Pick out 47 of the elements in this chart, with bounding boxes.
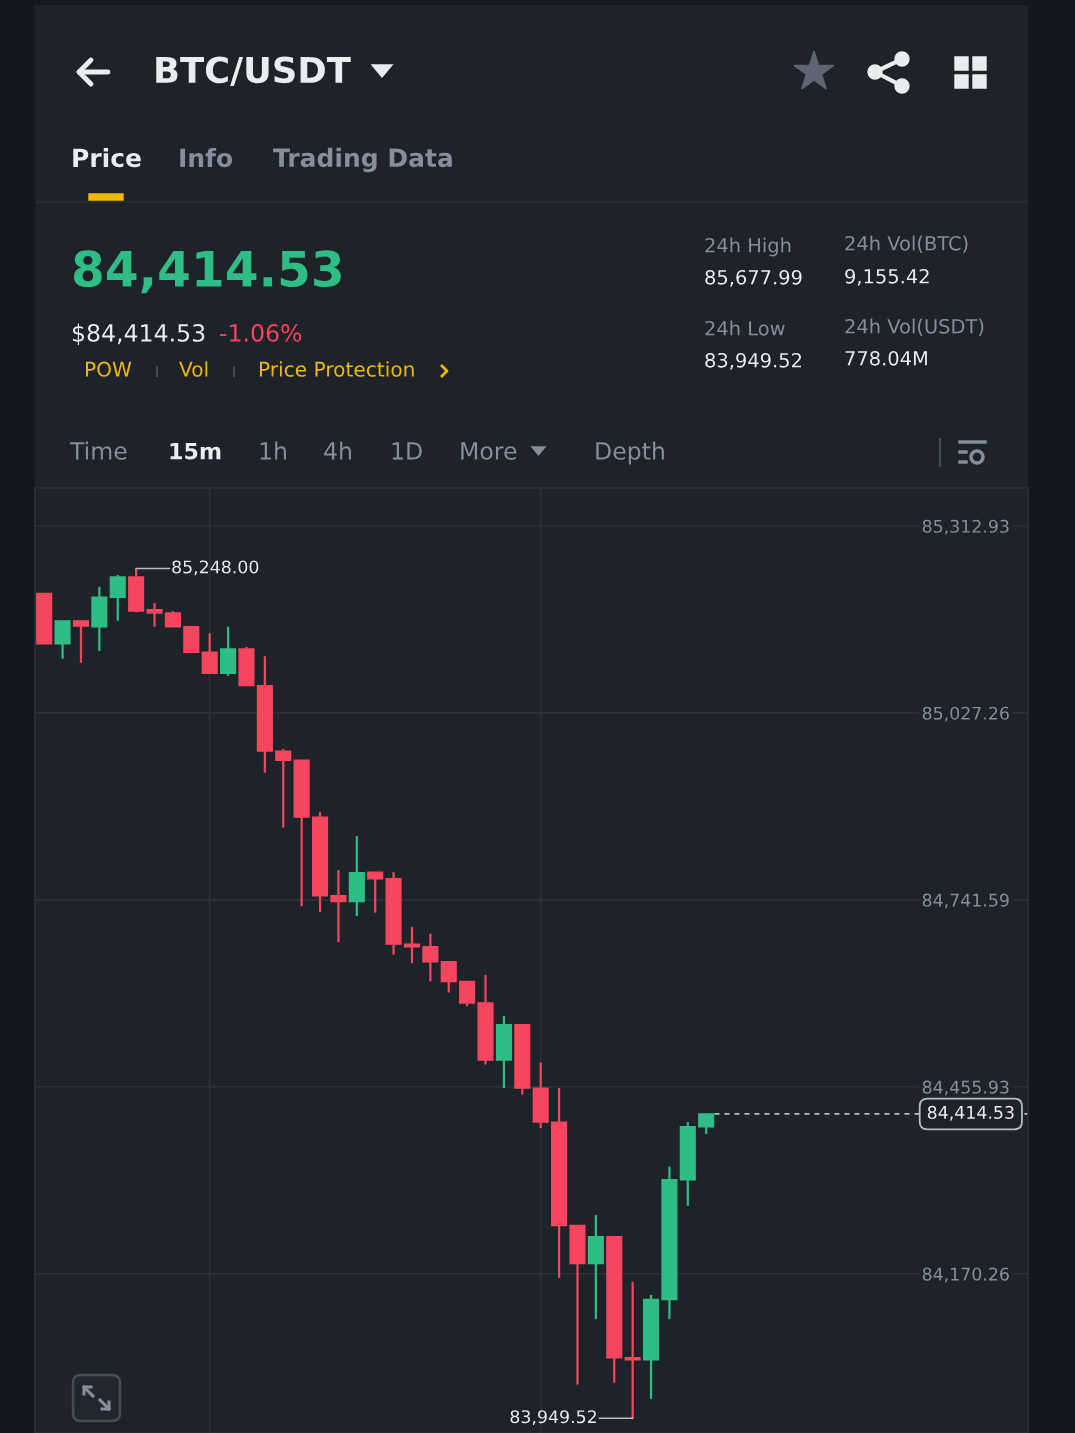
annotation: 83,949.52	[510, 1410, 596, 1426]
text: Vol	[179, 361, 208, 377]
text: $84,414.53	[72, 323, 205, 345]
candlestick	[624, 1280, 641, 1420]
y-tick-label: 84,741.59	[922, 893, 1009, 909]
y-tick-label: 84,170.26	[922, 1267, 1009, 1283]
text: 778.04M	[845, 350, 927, 366]
text: POW	[85, 361, 132, 377]
chart-title: BTC/USDT	[156, 56, 351, 87]
text: Time	[69, 441, 127, 460]
text: 85,677.99	[705, 269, 802, 287]
text: 9,155.42	[845, 268, 929, 286]
text: Price Protection	[259, 361, 414, 377]
text: Info	[180, 147, 233, 168]
text: 15m	[170, 442, 221, 460]
ref-line-label: 84,414.53	[927, 1105, 1014, 1121]
candlestick	[109, 573, 126, 622]
text: 24h Vol(BTC)	[845, 235, 968, 253]
text: 83,949.52	[705, 352, 802, 370]
candlestick	[440, 960, 457, 994]
candlestick	[275, 748, 292, 829]
text: 1h	[260, 441, 286, 460]
text: Price	[73, 147, 141, 168]
text: More	[461, 442, 517, 460]
y-tick-label: 84,455.93	[922, 1080, 1009, 1096]
y-tick-label: 85,312.93	[922, 519, 1009, 535]
text: Depth	[596, 441, 664, 465]
candlestick	[330, 869, 347, 944]
candlestick	[698, 1112, 715, 1136]
text: 24h Vol(USDT)	[845, 318, 984, 336]
candlestick	[422, 932, 439, 983]
candlestick	[72, 619, 90, 664]
text: 4h	[324, 441, 351, 460]
candlestick	[403, 926, 421, 965]
text: 24h Low	[705, 320, 785, 336]
candlestick	[146, 602, 163, 628]
y-tick-label: 85,027.26	[922, 706, 1009, 722]
text: -1.06%	[220, 323, 302, 342]
text: 1D	[392, 442, 422, 460]
chart-subtitle: 84,414.53	[73, 250, 341, 294]
candlestick	[54, 619, 71, 660]
annotation: 85,248.00	[172, 560, 259, 576]
text: 24h High	[705, 237, 791, 257]
candlestick	[459, 980, 476, 1008]
candlestick	[367, 871, 384, 914]
text: Trading Data	[273, 147, 452, 173]
candlestick	[201, 632, 218, 675]
